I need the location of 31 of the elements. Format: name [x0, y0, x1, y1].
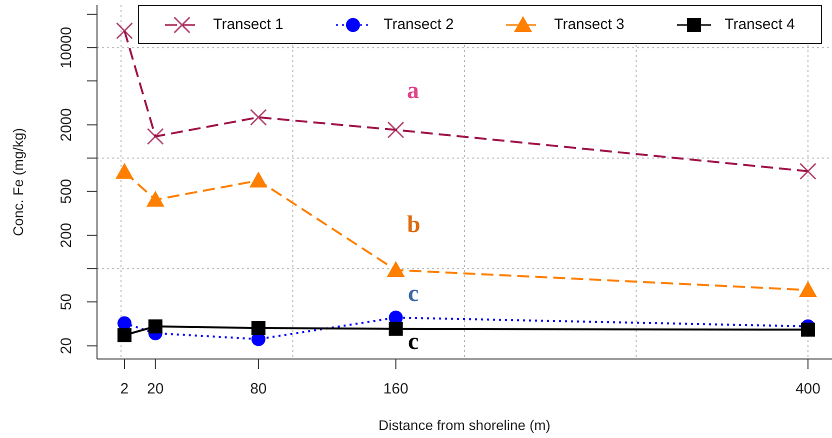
legend-label: Transect 4 [724, 16, 795, 33]
y-tick-label: 200 [58, 222, 75, 248]
y-tick-label: 20 [58, 337, 75, 354]
annotation: b [407, 212, 420, 238]
x-tick-label: 160 [383, 380, 408, 398]
point [251, 321, 266, 335]
point [800, 322, 815, 337]
x-tick-label: 2 [120, 380, 129, 398]
point [117, 328, 132, 342]
y-tick-label: 500 [58, 178, 75, 204]
point [386, 261, 405, 278]
y-tick-label: 2000 [58, 108, 75, 142]
point [798, 281, 817, 298]
annotation: a [407, 78, 419, 104]
x-axis-title: Distance from shoreline (m) [378, 417, 550, 433]
legend-label: Transect 1 [213, 16, 284, 33]
y-tick-label: 10000 [58, 26, 75, 68]
x-tick-label: 400 [795, 380, 820, 398]
annotation: c [408, 281, 419, 307]
x-tick-label: 20 [147, 380, 164, 398]
y-axis-title: Conc. Fe (mg/kg) [10, 128, 26, 236]
legend-label: Transect 3 [554, 16, 624, 33]
point [388, 322, 403, 336]
legend-label: Transect 2 [384, 16, 454, 33]
y-tick-label: 50 [58, 294, 75, 310]
point [146, 190, 164, 207]
annotation: c [408, 329, 419, 355]
point [115, 162, 134, 179]
point [249, 172, 268, 188]
x-tick-label: 80 [250, 380, 267, 398]
point [148, 319, 162, 334]
